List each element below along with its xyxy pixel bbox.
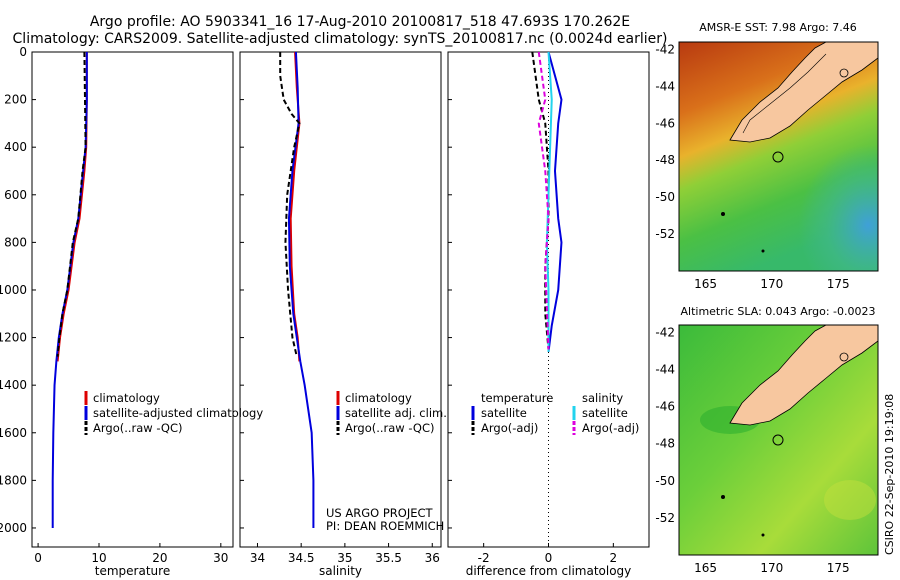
x-tick-label: -2	[478, 551, 490, 565]
land-south-island	[729, 325, 878, 426]
island-marker	[761, 249, 765, 253]
y-tick-label: 800	[4, 235, 27, 249]
y-tick-label: 1600	[0, 426, 27, 440]
x-tick-label: 36	[425, 551, 440, 565]
legend-label-climatology: climatology	[345, 391, 412, 405]
series-line-salinity-argo-adj-	[537, 51, 550, 350]
map-x-tick-label: 175	[827, 277, 850, 291]
legend-title-salinity: salinity	[582, 391, 623, 405]
project-label: US ARGO PROJECT	[326, 506, 434, 520]
x-tick-label: 2	[610, 551, 618, 565]
sla-map-frame	[678, 324, 879, 556]
map-x-tick-label: 170	[760, 277, 783, 291]
legend-title-temperature: temperature	[481, 391, 553, 405]
figure-title-line2: Climatology: CARS2009. Satellite-adjuste…	[13, 31, 668, 47]
y-tick-label: 1000	[0, 283, 27, 297]
pi-label: PI: DEAN ROEMMICH	[326, 519, 444, 533]
creation-stamp: CSIRO 22-Sep-2010 19:19:08	[883, 394, 896, 555]
sst-map-title: AMSR-E SST: 7.98 Argo: 7.46	[699, 21, 857, 34]
map-x-tick-label: 175	[827, 561, 850, 575]
legend-label-temperature-satellite: satellite	[481, 406, 527, 420]
salinity-axis-label: salinity	[319, 564, 362, 578]
island-marker	[721, 212, 725, 216]
island-marker	[761, 533, 765, 537]
map-y-tick-label: -48	[655, 437, 675, 451]
legend-label-salinity-argo: Argo(-adj)	[582, 421, 639, 435]
sla-map-axes: 165 170 175 -42 -44 -46 -48 -50 -52	[655, 325, 849, 575]
island-marker	[721, 495, 725, 499]
legend-label-temperature-argo: Argo(-adj)	[481, 421, 538, 435]
argo-position-marker	[772, 434, 784, 446]
map-x-tick-label: 165	[694, 561, 717, 575]
series-line-temperature-satellite	[547, 51, 563, 352]
sst-map-frame	[678, 41, 879, 272]
temperature-legend: climatology satellite-adjusted climatolo…	[84, 391, 263, 435]
x-tick-label: 0	[34, 551, 42, 565]
difference-axis-label: difference from climatology	[466, 564, 632, 578]
legend-label-argo: Argo(..raw -QC)	[93, 421, 183, 435]
contour-ring	[839, 352, 849, 362]
series-line-argo-raw-qc-	[56, 51, 87, 357]
x-tick-label: 10	[91, 551, 106, 565]
map-x-tick-label: 165	[694, 277, 717, 291]
legend-label-climatology: climatology	[93, 391, 160, 405]
y-tick-label: 400	[4, 140, 27, 154]
salinity-panel-frame	[239, 51, 442, 548]
y-tick-label: 1400	[0, 378, 27, 392]
temperature-panel-frame	[31, 51, 234, 548]
x-tick-label: 35.5	[375, 551, 402, 565]
y-tick-label: 600	[4, 188, 27, 202]
legend-label-argo: Argo(..raw -QC)	[345, 421, 435, 435]
salinity-panel: 34 34.5 35 35.5 36 salinity	[239, 51, 442, 578]
map-y-tick-label: -42	[655, 42, 675, 56]
x-tick-label: 0	[545, 551, 553, 565]
coastline-contour	[742, 53, 827, 134]
argo-position-marker	[772, 151, 784, 163]
x-tick-label: 35	[337, 551, 352, 565]
map-y-tick-label: -52	[655, 227, 675, 241]
x-tick-label: 34	[250, 551, 265, 565]
sst-map-axes: 165 170 175 -42 -44 -46 -48 -50 -52	[655, 42, 849, 291]
legend-label-satellite: satellite-adjusted climatology	[93, 406, 263, 420]
map-y-tick-label: -44	[655, 363, 675, 377]
salinity-legend: climatology satellite adj. clim. Argo(..…	[326, 391, 447, 533]
y-tick-label: 2000	[0, 521, 27, 535]
y-tick-label: 1200	[0, 331, 27, 345]
y-tick-label: 1800	[0, 473, 27, 487]
x-tick-label: 34.5	[288, 551, 315, 565]
series-line-salinity-satellite	[545, 51, 553, 352]
y-tick-label: 0	[19, 45, 27, 59]
land-south-island	[729, 42, 878, 143]
temperature-axis-label: temperature	[95, 564, 170, 578]
x-tick-label: 30	[213, 551, 228, 565]
map-y-tick-label: -46	[655, 116, 675, 130]
sla-map: Altimetric SLA: 0.043 Argo: -0.0023	[678, 305, 879, 556]
contour-ring	[839, 68, 849, 78]
series-line-argo-raw-qc-	[279, 52, 301, 357]
map-y-tick-label: -52	[655, 511, 675, 525]
map-y-tick-label: -50	[655, 474, 675, 488]
map-y-tick-label: -46	[655, 400, 675, 414]
map-x-tick-label: 170	[760, 561, 783, 575]
map-y-tick-label: -42	[655, 325, 675, 339]
sla-map-title: Altimetric SLA: 0.043 Argo: -0.0023	[681, 305, 876, 318]
series-line-satellite-adjusted-climatology	[51, 52, 88, 528]
figure-title-line1: Argo profile: AO 5903341_16 17-Aug-2010 …	[90, 14, 630, 30]
map-y-tick-label: -48	[655, 153, 675, 167]
map-y-tick-label: -44	[655, 79, 675, 93]
map-y-tick-label: -50	[655, 190, 675, 204]
sla-high-anomaly	[824, 480, 876, 520]
legend-label-salinity-satellite: satellite	[582, 406, 628, 420]
difference-legend: temperature salinity satellite Argo(-adj…	[471, 391, 639, 435]
temperature-panel: 0 10 20 30 0 200 400 600 800 1000 1200 1400 1600 1800…	[0, 45, 234, 578]
legend-label-satellite: satellite adj. clim.	[345, 406, 447, 420]
x-tick-label: 20	[152, 551, 167, 565]
y-tick-label: 200	[4, 93, 27, 107]
sst-map: AMSR-E SST: 7.98 Argo: 7.46	[678, 21, 879, 272]
